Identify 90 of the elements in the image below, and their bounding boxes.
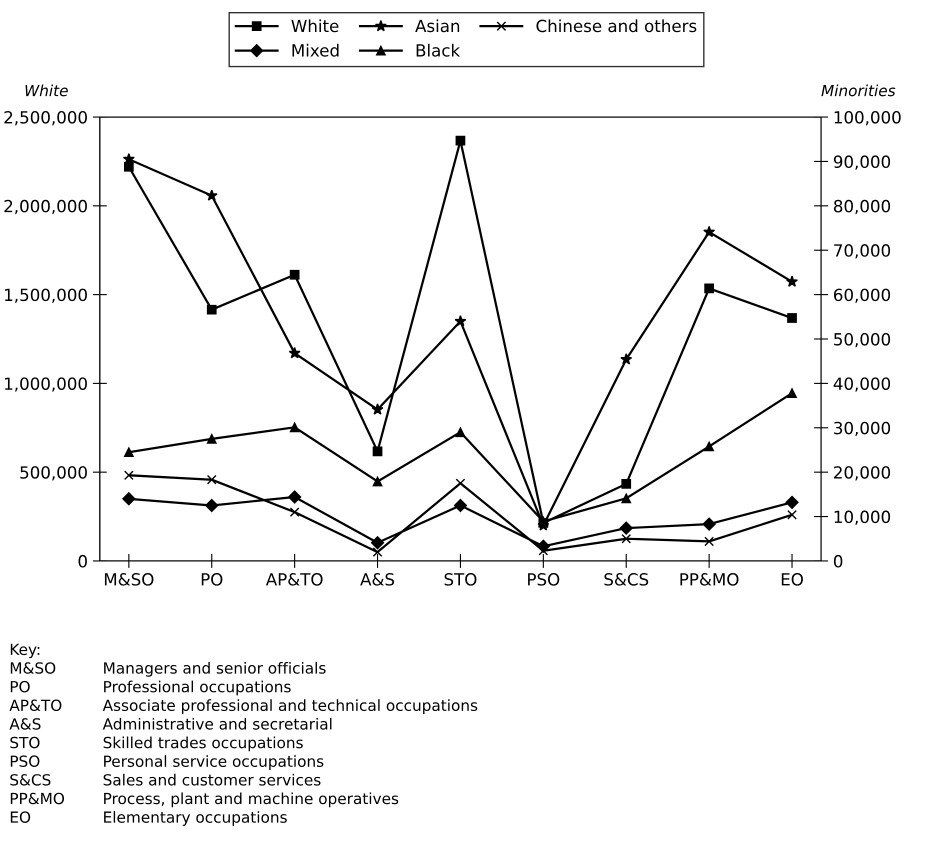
point (288, 346, 301, 358)
point (704, 284, 714, 294)
y2-tick-label: 10,000 (834, 510, 890, 525)
x-tick-label: M&SO (104, 573, 154, 586)
point (621, 534, 632, 544)
x-tick-label: S&CS (604, 573, 648, 586)
y-axis-title: White (26, 84, 68, 96)
y2-tick-label: 0 (834, 554, 842, 568)
point (370, 536, 384, 550)
x-tick-label: AP&TO (266, 573, 323, 586)
y2-tick-label: 90,000 (834, 155, 890, 170)
text: Process, plant and machine operatives (104, 792, 398, 808)
point (787, 510, 797, 520)
text: STO (10, 736, 40, 748)
x-tick-label: PO (202, 573, 222, 586)
point (703, 226, 716, 238)
point (454, 314, 466, 326)
y2-tick-label: 20,000 (834, 466, 890, 480)
point (787, 388, 797, 398)
point (206, 304, 217, 315)
point (456, 136, 466, 146)
y-tick-label: 1,500,000 (5, 288, 87, 303)
point (704, 442, 714, 452)
x-tick-label: PSO (528, 573, 560, 586)
legend-label: Chinese and others (536, 19, 696, 32)
text: Sales and customer services (104, 774, 320, 786)
point (620, 353, 632, 365)
legend-label: Asian (415, 19, 460, 32)
y-tick-label: 2,500,000 (4, 111, 87, 126)
y2-tick-label: 100,000 (834, 111, 901, 126)
point (621, 493, 632, 504)
point (456, 478, 466, 488)
x-tick-label: EO (782, 573, 803, 586)
text: EO (10, 811, 30, 823)
point (785, 496, 799, 509)
point (786, 275, 798, 287)
point (454, 498, 468, 512)
point (372, 476, 382, 486)
text: Key: (10, 644, 40, 658)
legend-label: Black (416, 44, 460, 57)
point (372, 403, 384, 415)
point (456, 427, 466, 438)
y2-tick-label: 40,000 (834, 377, 890, 392)
point (124, 447, 134, 458)
y-tick-label: 1,000,000 (5, 377, 87, 392)
point (290, 507, 300, 517)
point (206, 474, 217, 485)
text: PSO (10, 755, 40, 767)
text: S&CS (10, 774, 50, 786)
text: Elementary occupations (104, 811, 287, 826)
point (290, 422, 300, 432)
x-tick-label: A&S (360, 573, 394, 586)
y-tick-label: 0 (78, 554, 87, 568)
point (205, 498, 218, 512)
text: Associate professional and technical occupations (102, 699, 478, 714)
point (124, 470, 134, 480)
text: Skilled trades occupations (104, 736, 303, 752)
legend-label: White (291, 19, 338, 32)
text: Personal service occupations (104, 755, 324, 770)
y2-axis-title: Minorities (821, 84, 896, 96)
point (372, 547, 382, 557)
y2-tick-label: 60,000 (834, 288, 890, 303)
y2-tick-label: 30,000 (834, 422, 890, 436)
point (704, 536, 714, 546)
y-tick-label: 2,000,000 (4, 200, 87, 214)
text: AP&TO (9, 700, 62, 712)
text: M&SO (10, 662, 56, 674)
y-tick-label: 500,000 (20, 466, 87, 480)
point (288, 490, 302, 504)
point (620, 522, 633, 535)
legend-label: Mixed (292, 44, 339, 57)
text: PP&MO (10, 792, 64, 804)
point (206, 434, 217, 444)
y2-tick-label: 70,000 (834, 244, 890, 258)
y2-tick-label: 50,000 (834, 332, 890, 348)
text: PO (10, 680, 30, 692)
text: Professional occupations (104, 680, 291, 696)
point (122, 492, 136, 506)
text: A&S (9, 718, 41, 730)
x-tick-label: STO (444, 573, 476, 586)
point (787, 313, 797, 323)
point (206, 189, 218, 201)
point (621, 479, 632, 489)
x-tick-label: PP&MO (680, 573, 738, 586)
point (702, 518, 716, 531)
point (290, 270, 300, 280)
y2-tick-label: 80,000 (834, 200, 890, 214)
point (372, 446, 382, 456)
text: Administrative and secretarial (102, 718, 332, 730)
text: Managers and senior officials (104, 662, 326, 677)
